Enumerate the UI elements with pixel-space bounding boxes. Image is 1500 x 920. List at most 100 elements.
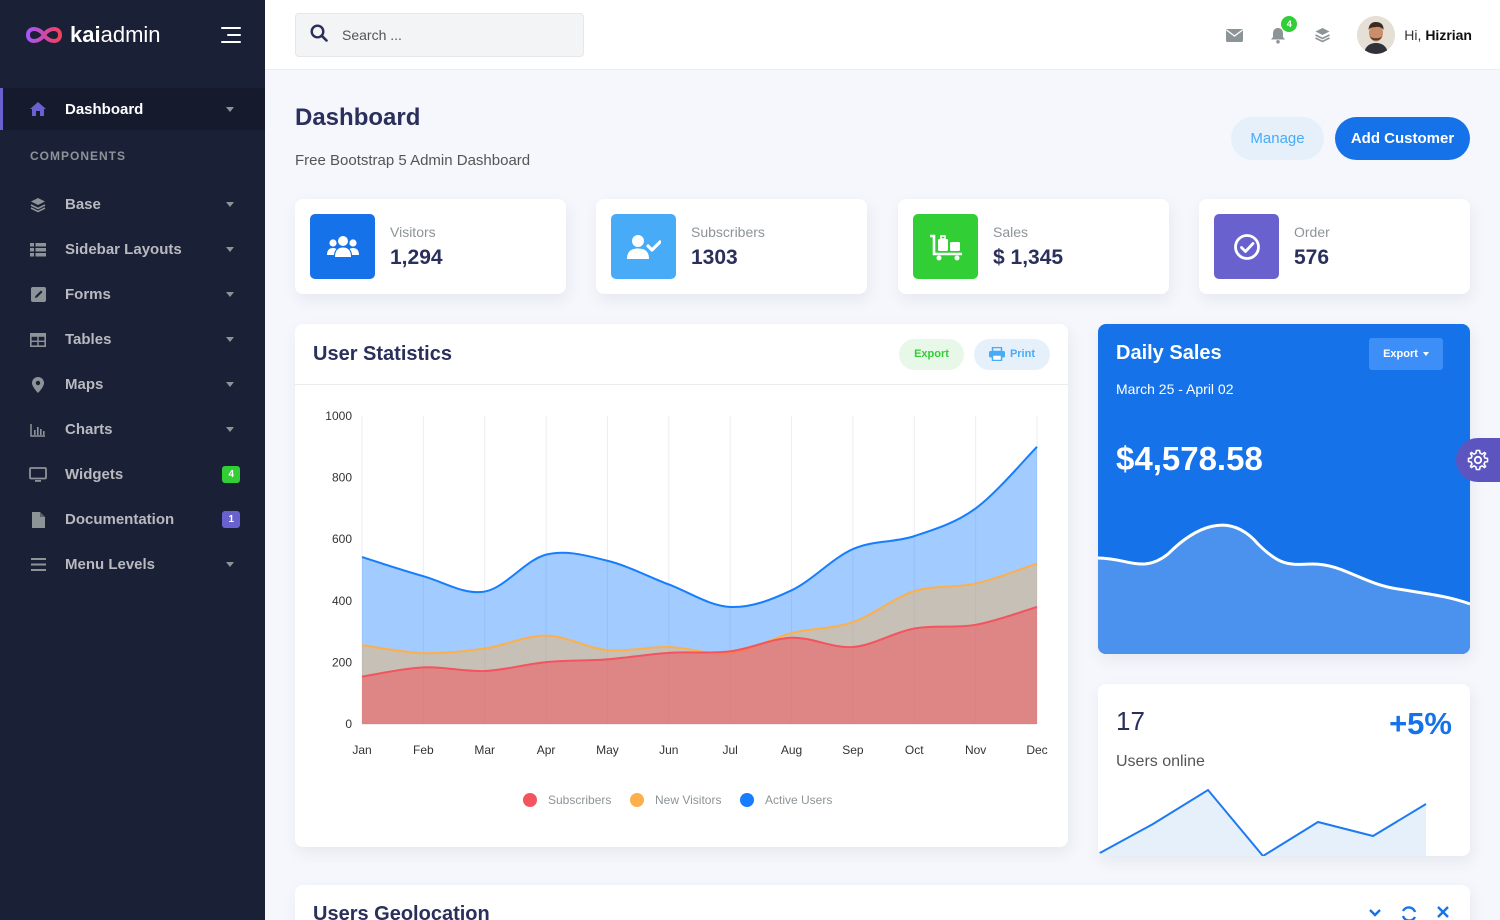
legend-label: Active Users xyxy=(765,793,832,807)
home-icon xyxy=(28,99,48,119)
sidebar-item-label: Widgets xyxy=(65,466,124,483)
y-tick-label: 800 xyxy=(332,471,352,485)
x-tick-label: Aug xyxy=(781,743,802,757)
search-icon[interactable] xyxy=(310,23,328,47)
stat-card-sales: Sales $ 1,345 xyxy=(898,199,1169,294)
sidebar-item-widgets[interactable]: Widgets 4 xyxy=(0,452,265,497)
users-geolocation-card: Users Geolocation xyxy=(295,885,1470,920)
layers-icon xyxy=(1314,28,1330,43)
sidebar-item-label: Tables xyxy=(65,331,112,348)
sales-amount: $4,578.58 xyxy=(1116,440,1263,477)
brand-name-light: admin xyxy=(100,22,161,47)
y-tick-label: 200 xyxy=(332,655,352,669)
x-tick-label: May xyxy=(596,743,619,757)
x-tick-label: Sep xyxy=(842,743,864,757)
stat-label: Visitors xyxy=(390,223,436,240)
sidebar-item-maps[interactable]: Maps xyxy=(0,362,265,407)
users-icon xyxy=(310,214,375,279)
y-tick-label: 0 xyxy=(345,717,352,731)
stat-card-visitors: Visitors 1,294 xyxy=(295,199,566,294)
sidebar-item-tables[interactable]: Tables xyxy=(0,317,265,362)
legend-marker xyxy=(740,793,754,807)
card-title: Daily Sales xyxy=(1116,342,1222,364)
y-tick-label: 1000 xyxy=(325,409,352,423)
online-change: +5% xyxy=(1389,706,1452,741)
users-online-card: 17 Users online +5% xyxy=(1098,684,1470,856)
sidebar-item-label: Menu Levels xyxy=(65,556,156,573)
sidebar-item-dashboard[interactable]: Dashboard xyxy=(0,88,265,130)
chevron-down-icon xyxy=(226,562,234,567)
series-line-active-users xyxy=(361,446,1038,608)
brand-mark-icon xyxy=(25,27,63,43)
sidebar-item-label: Dashboard xyxy=(65,100,144,118)
stat-label: Subscribers xyxy=(691,223,765,240)
stat-label: Sales xyxy=(993,223,1029,240)
settings-toggle-button[interactable] xyxy=(1456,438,1500,482)
user-menu[interactable]: Hi, Hizrian xyxy=(1357,16,1472,54)
bars-icon xyxy=(28,555,48,575)
sidebar-item-label: Charts xyxy=(65,421,113,438)
online-count: 17 xyxy=(1116,706,1145,736)
stat-value: 1303 xyxy=(691,245,738,269)
area-subscribers xyxy=(362,606,1037,724)
pen-square-icon xyxy=(28,285,48,305)
export-button[interactable]: Export xyxy=(899,338,964,370)
messages-button[interactable] xyxy=(1219,20,1249,50)
daily-sales-card: Daily Sales March 25 - April 02 $4,578.5… xyxy=(1098,324,1470,654)
sidebar-item-label: Base xyxy=(65,196,101,213)
sidebar-item-charts[interactable]: Charts xyxy=(0,407,265,452)
brand-logo[interactable]: kaiadmin xyxy=(24,22,161,48)
stat-value: $ 1,345 xyxy=(993,245,1064,269)
top-navbar: 4 Hi, Hizrian xyxy=(265,0,1500,70)
close-icon xyxy=(1437,906,1449,918)
refresh-button[interactable] xyxy=(1400,905,1418,920)
chevron-down-icon xyxy=(226,106,234,112)
sidebar-item-documentation[interactable]: Documentation 1 xyxy=(0,497,265,542)
page-title: Dashboard xyxy=(295,104,421,131)
map-marker-icon xyxy=(28,375,48,395)
card-title: Users Geolocation xyxy=(313,903,490,920)
sidebar-item-forms[interactable]: Forms xyxy=(0,272,265,317)
add-customer-button[interactable]: Add Customer xyxy=(1335,117,1470,160)
daily-sales-sparkline xyxy=(1098,523,1470,654)
sidebar-item-sidebar-layouts[interactable]: Sidebar Layouts xyxy=(0,227,265,272)
widgets-count-badge: 4 xyxy=(222,466,240,483)
print-button[interactable]: Print xyxy=(973,338,1050,370)
username: Hizrian xyxy=(1425,27,1472,43)
users-online-sparkline xyxy=(1098,788,1427,856)
online-label: Users online xyxy=(1116,753,1205,770)
bell-icon xyxy=(1271,27,1286,44)
legend-label: New Visitors xyxy=(655,793,721,807)
chevron-down-icon xyxy=(226,337,234,342)
export-dropdown[interactable]: Export xyxy=(1369,338,1443,370)
collapse-button[interactable] xyxy=(1368,905,1382,920)
logo-header: kaiadmin xyxy=(0,0,265,70)
file-icon xyxy=(28,510,48,530)
sidebar-item-base[interactable]: Base xyxy=(0,182,265,227)
remove-button[interactable] xyxy=(1436,905,1450,920)
manage-button[interactable]: Manage xyxy=(1231,117,1324,160)
sidebar-item-label: Documentation xyxy=(65,511,175,528)
user-statistics-chart: 0 200 400 600 800 1000 Jan Feb Mar Apr May Jun Jul Au… xyxy=(325,409,1048,807)
quick-actions-button[interactable] xyxy=(1307,20,1337,50)
sidebar-section-heading: COMPONENTS xyxy=(30,149,127,163)
sidebar-item-label: Maps xyxy=(65,376,104,393)
envelope-icon xyxy=(1225,28,1243,42)
x-tick-label: Oct xyxy=(905,743,924,757)
x-tick-label: Jul xyxy=(723,743,738,757)
sidebar-item-label: Forms xyxy=(65,286,111,303)
notifications-button[interactable]: 4 xyxy=(1263,16,1298,50)
desktop-icon xyxy=(28,465,48,485)
documentation-count-badge: 1 xyxy=(222,511,240,528)
x-tick-label: Nov xyxy=(965,743,986,757)
chevron-down-icon xyxy=(226,247,234,252)
print-label: Print xyxy=(1009,348,1035,360)
sidebar-toggle-button[interactable] xyxy=(219,27,241,43)
search-input[interactable] xyxy=(342,27,562,43)
chevron-down-icon xyxy=(226,292,234,297)
caret-down-icon xyxy=(1422,352,1429,356)
y-tick-label: 400 xyxy=(332,594,352,608)
refresh-icon xyxy=(1401,906,1417,920)
y-tick-label: 600 xyxy=(332,532,352,546)
sidebar-item-menu-levels[interactable]: Menu Levels xyxy=(0,542,265,587)
